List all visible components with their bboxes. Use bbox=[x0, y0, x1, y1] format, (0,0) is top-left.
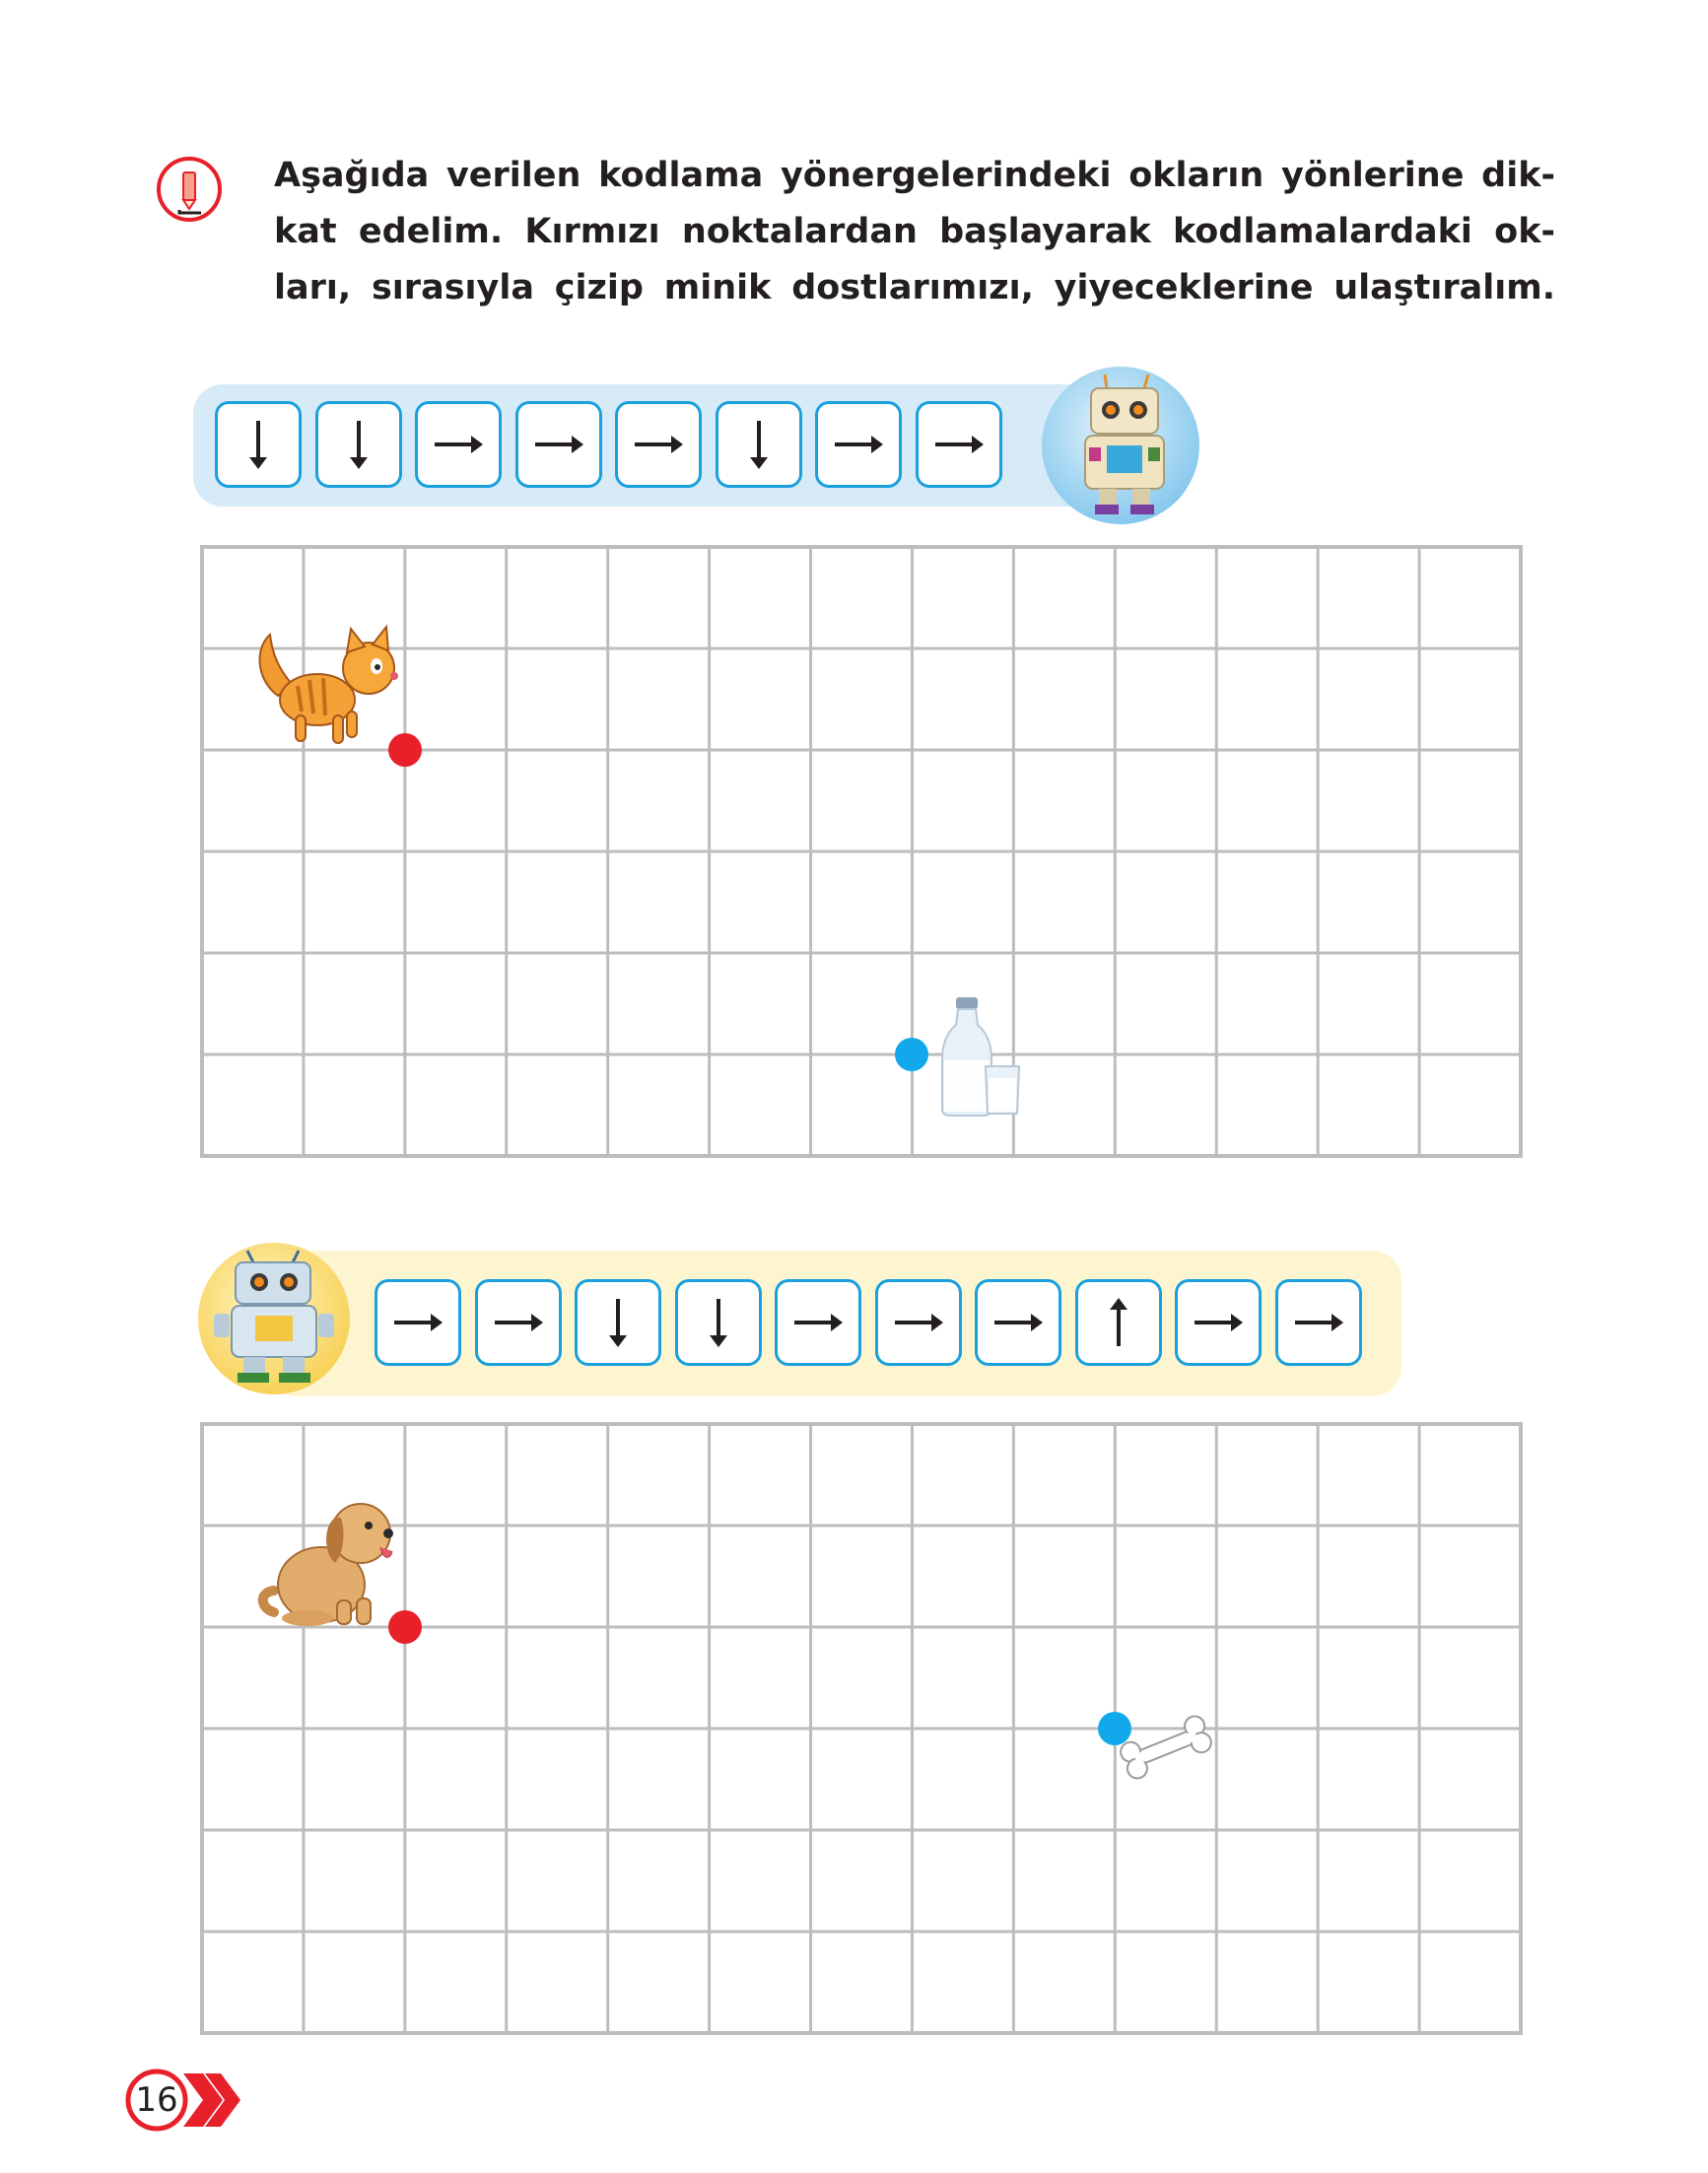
instruction-text: Aşağıda verilen kodlama yönergelerindeki… bbox=[274, 148, 1555, 316]
code-arrow-up bbox=[1074, 1279, 1162, 1366]
arrow-right-icon bbox=[994, 1314, 1043, 1331]
arrow-right-icon bbox=[835, 436, 883, 453]
code-arrow-right bbox=[975, 1279, 1061, 1366]
arrow-right-icon bbox=[494, 1314, 543, 1331]
arrow-right-icon bbox=[394, 1314, 443, 1331]
code-arrow-down bbox=[314, 401, 402, 488]
grid-2 bbox=[200, 1422, 1523, 2035]
code-arrow-right bbox=[615, 401, 702, 488]
arrow-right-icon bbox=[934, 436, 984, 453]
instruction-line-1: Aşağıda verilen kodlama yönergelerindeki… bbox=[274, 156, 1555, 195]
info-pencil-icon bbox=[157, 157, 222, 222]
dog-icon bbox=[257, 1503, 393, 1626]
grid-1 bbox=[200, 545, 1523, 1158]
code-arrow-right bbox=[415, 401, 502, 488]
arrow-down-icon bbox=[249, 421, 267, 469]
end-dot-2 bbox=[1098, 1712, 1132, 1745]
code-arrow-right bbox=[1274, 1279, 1362, 1366]
arrow-right-icon bbox=[635, 436, 683, 453]
code-arrow-right bbox=[915, 401, 1002, 488]
code-arrow-right bbox=[815, 401, 902, 488]
code-arrow-right bbox=[474, 1279, 562, 1366]
cat-icon bbox=[258, 624, 398, 744]
page-number: 16 bbox=[135, 2080, 178, 2120]
arrow-down-icon bbox=[709, 1299, 727, 1347]
milk-bottle-icon bbox=[941, 997, 1021, 1117]
code-arrow-down bbox=[674, 1279, 762, 1366]
arrow-right-icon bbox=[1195, 1314, 1243, 1331]
code-arrow-right bbox=[775, 1279, 861, 1366]
instruction-line-3: ları, sırasıyla çizip minik dostlarımızı… bbox=[274, 268, 1555, 307]
code-arrow-down bbox=[215, 401, 302, 488]
arrow-right-icon bbox=[894, 1314, 943, 1331]
arrow-right-icon bbox=[1294, 1314, 1343, 1331]
code-arrow-down bbox=[715, 401, 802, 488]
start-dot-1 bbox=[387, 733, 422, 767]
arrow-right-icon bbox=[534, 436, 583, 453]
arrow-right-icon bbox=[794, 1314, 843, 1331]
arrow-up-icon bbox=[1109, 1298, 1127, 1346]
instruction-line-2: kat edelim. Kırmızı noktalardan başlayar… bbox=[274, 212, 1555, 251]
arrow-down-icon bbox=[349, 421, 368, 469]
arrow-down-icon bbox=[609, 1299, 627, 1347]
robot-icon bbox=[214, 1250, 334, 1383]
end-dot-1 bbox=[895, 1038, 929, 1071]
code-arrow-down bbox=[575, 1279, 661, 1366]
code-arrow-right bbox=[514, 401, 602, 488]
robot-badge-1 bbox=[1042, 367, 1199, 524]
arrow-down-icon bbox=[749, 421, 768, 469]
code-arrow-right bbox=[375, 1279, 461, 1366]
arrow-right-icon bbox=[435, 436, 483, 453]
page-number-badge bbox=[125, 2069, 240, 2132]
code-arrow-right bbox=[1175, 1279, 1262, 1366]
start-dot-2 bbox=[387, 1610, 422, 1644]
robot-badge-2 bbox=[198, 1243, 350, 1394]
code-arrow-right bbox=[874, 1279, 962, 1366]
robot-icon bbox=[1084, 373, 1165, 514]
bone-icon bbox=[1120, 1715, 1212, 1780]
